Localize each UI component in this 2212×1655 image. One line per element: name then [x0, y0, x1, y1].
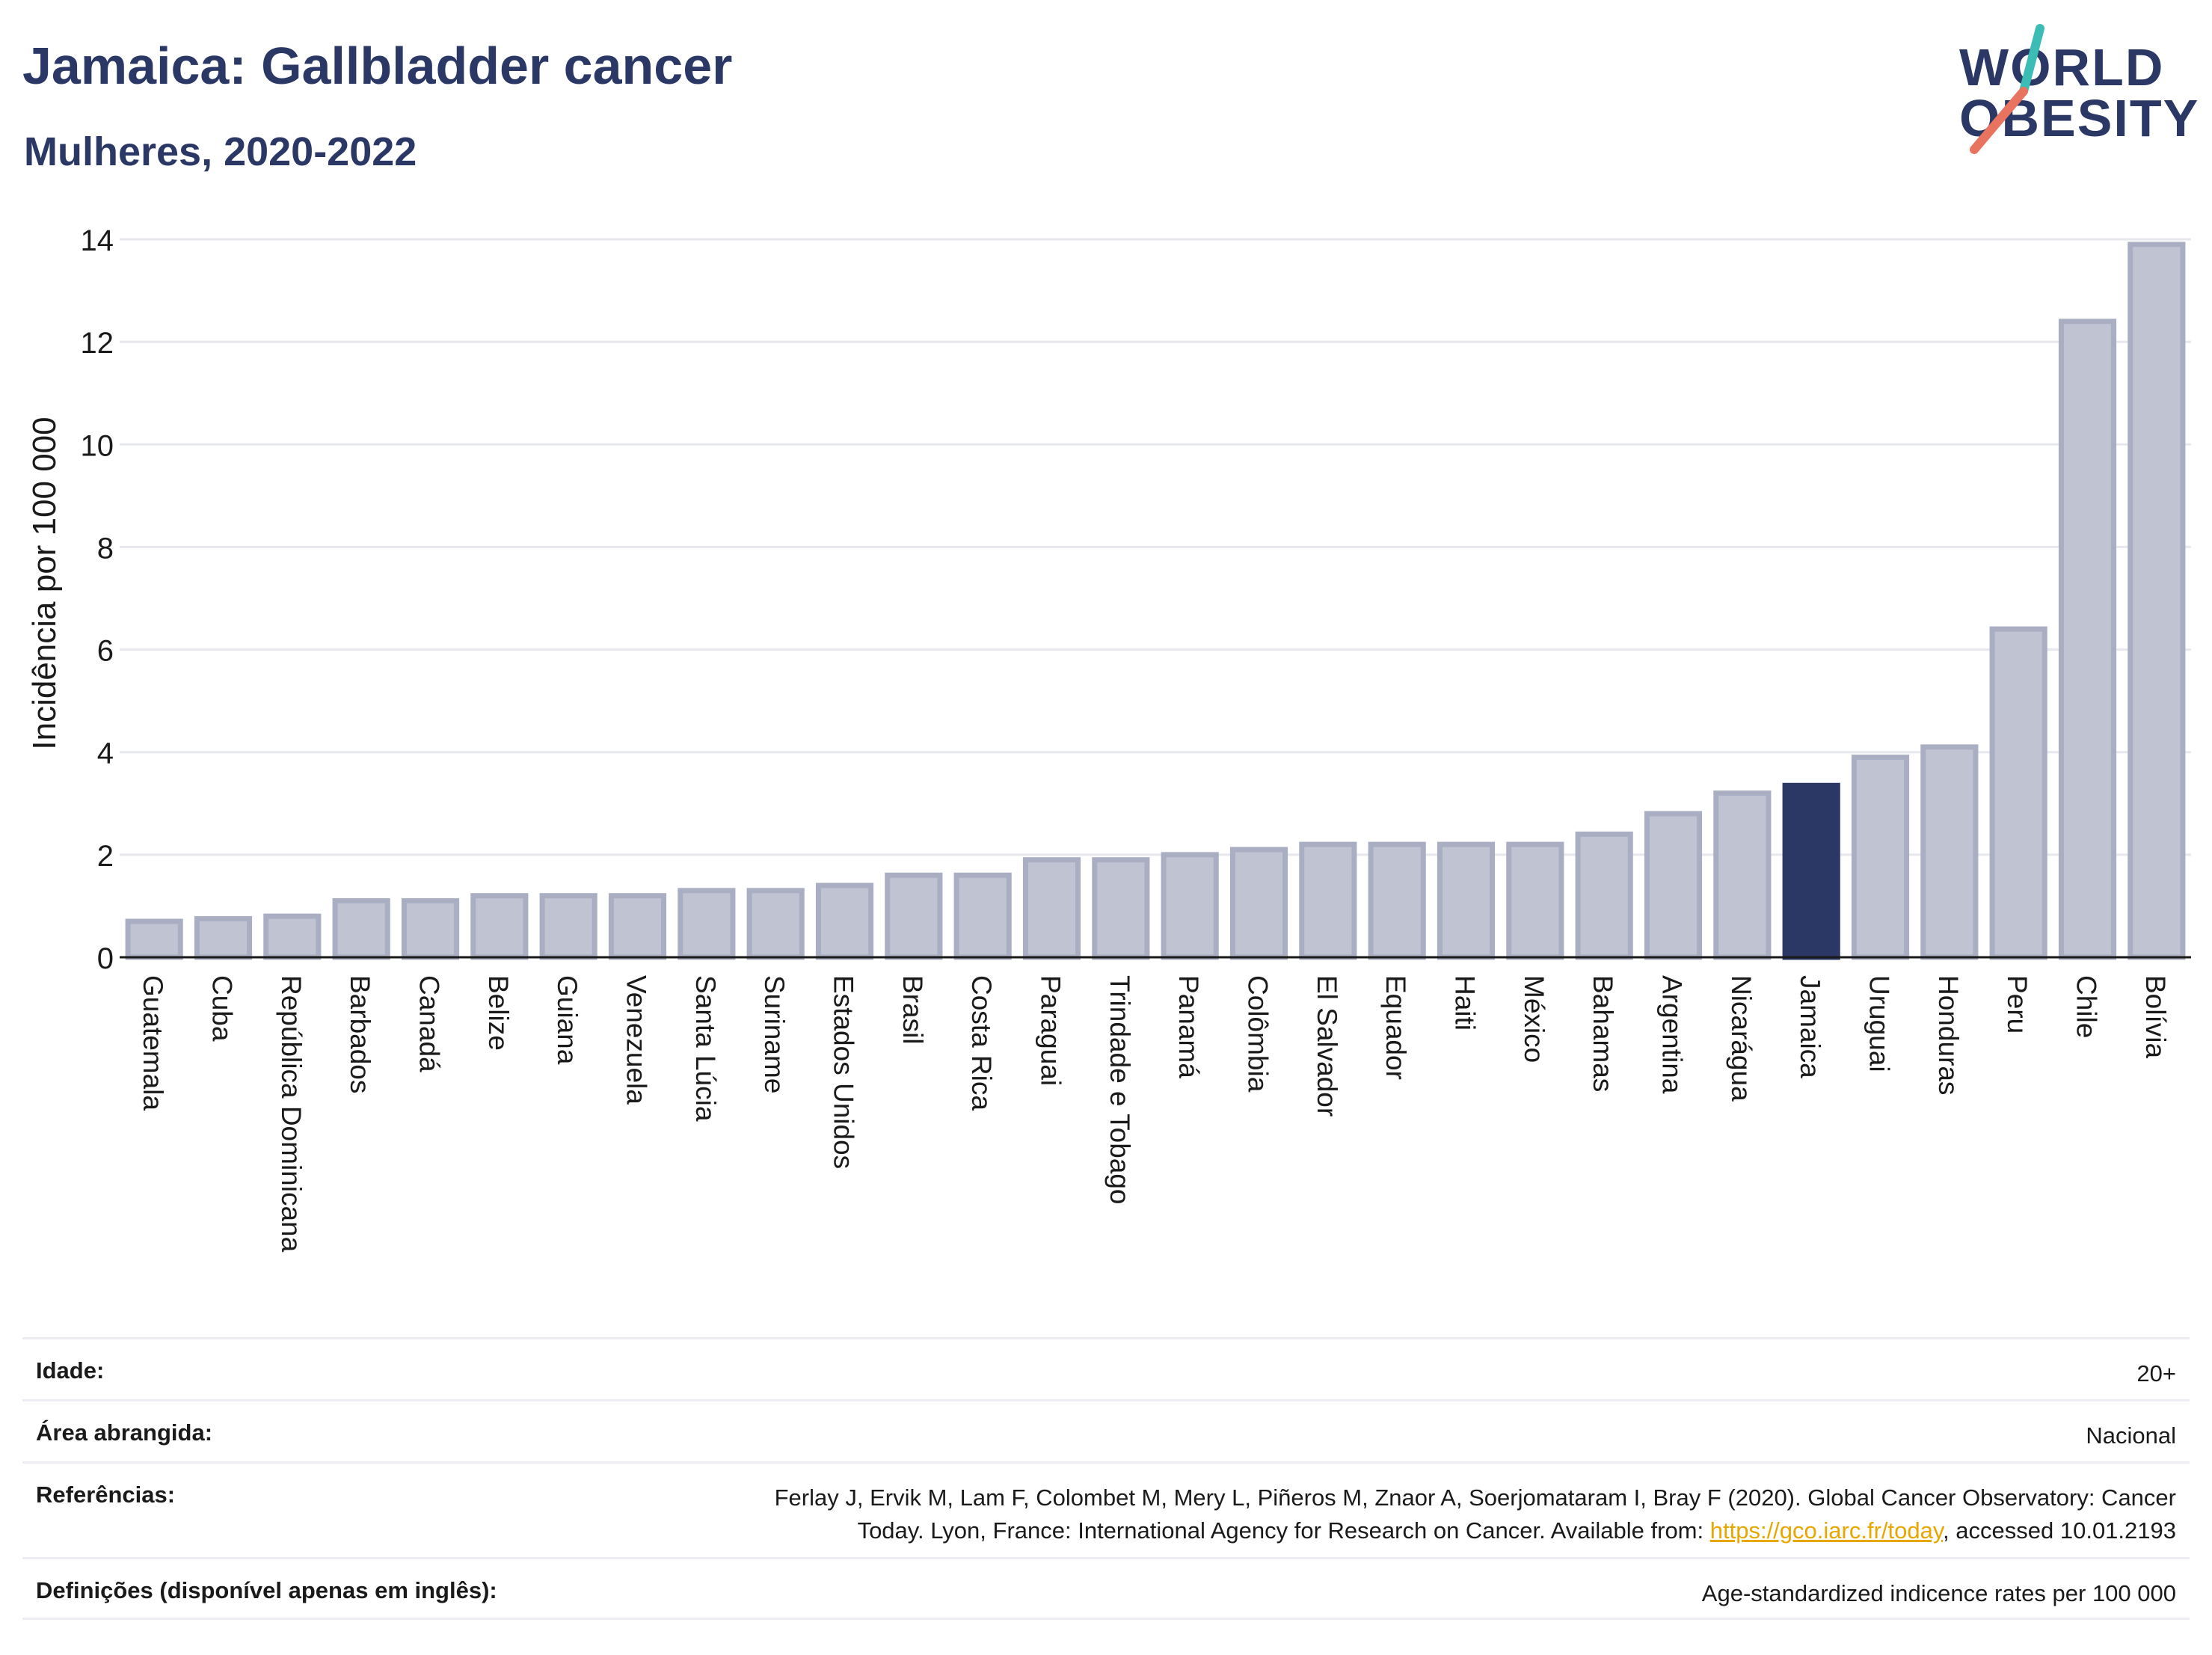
bar-nicarágua — [1713, 790, 1772, 960]
x-tick-label: Chile — [2071, 975, 2102, 1038]
x-tick-label: República Dominicana — [276, 975, 307, 1253]
x-tick-label: Jamaica — [1795, 975, 1825, 1078]
bar-el-salvador — [1299, 841, 1357, 960]
x-tick-label: Guiana — [552, 975, 583, 1065]
bar-guiana — [539, 893, 597, 960]
x-tick-label: El Salvador — [1312, 975, 1342, 1117]
y-tick-label: 6 — [97, 635, 114, 668]
info-table: Idade: 20+ Área abrangida: Nacional Refe… — [22, 1337, 2190, 1620]
x-tick-label: Colômbia — [1243, 975, 1274, 1093]
bar-república-dominicana — [263, 913, 322, 960]
y-tick-label: 14 — [81, 224, 114, 257]
bar-jamaica — [1782, 782, 1840, 960]
bar-bolívia — [2127, 242, 2186, 960]
page-subtitle: Mulheres, 2020-2022 — [24, 129, 417, 174]
x-tick-label: Belize — [483, 975, 514, 1051]
bar-uruguai — [1851, 755, 1910, 960]
x-tick-label: Bahamas — [1588, 975, 1618, 1092]
info-row-area: Área abrangida: Nacional — [22, 1399, 2190, 1461]
bar-bahamas — [1575, 831, 1633, 960]
bar-argentina — [1644, 811, 1703, 960]
x-tick-label: Guatemala — [138, 975, 168, 1111]
references-link[interactable]: https://gco.iarc.fr/today — [1709, 1517, 1944, 1544]
x-tick-label: Nicarágua — [1726, 975, 1757, 1102]
bar-panamá — [1161, 852, 1219, 960]
bar-venezuela — [608, 893, 667, 960]
bar-equador — [1368, 841, 1426, 960]
area-value: Nacional — [2086, 1422, 2176, 1449]
x-tick-label: Barbados — [345, 975, 375, 1093]
definitions-label: Definições (disponível apenas em inglês)… — [36, 1577, 497, 1603]
x-tick-label: Panamá — [1173, 975, 1204, 1078]
bar-costa-rica — [953, 872, 1012, 960]
bar-suriname — [746, 888, 805, 960]
x-tick-label: México — [1519, 975, 1549, 1063]
definitions-value: Age-standardized indicence rates per 100… — [1701, 1580, 2176, 1606]
bar-brasil — [885, 872, 943, 960]
x-tick-label: Bolívia — [2140, 975, 2171, 1058]
page-title: Jamaica: Gallbladder cancer — [22, 37, 733, 95]
y-tick-label: 10 — [81, 429, 114, 462]
info-row-age: Idade: 20+ — [22, 1337, 2190, 1399]
world-obesity-logo: WORLD OBESITY — [1944, 22, 2199, 165]
x-tick-label: Argentina — [1657, 975, 1688, 1094]
bar-estados-unidos — [815, 882, 874, 960]
y-tick-label: 4 — [97, 737, 114, 770]
bar-canadá — [401, 898, 460, 960]
age-value: 20+ — [2136, 1360, 2176, 1387]
x-tick-label: Haiti — [1450, 975, 1481, 1031]
x-tick-label: Brasil — [897, 975, 928, 1045]
x-tick-label: Peru — [2002, 975, 2033, 1034]
x-tick-label: Uruguai — [1864, 975, 1895, 1072]
bar-santa-lúcia — [678, 888, 736, 960]
bar-belize — [470, 893, 529, 960]
y-tick-label: 2 — [97, 840, 114, 873]
bar-cuba — [194, 916, 253, 960]
x-tick-label: Santa Lúcia — [690, 975, 721, 1122]
info-row-definitions: Definições (disponível apenas em inglês)… — [22, 1557, 2190, 1620]
area-label: Área abrangida: — [36, 1419, 213, 1446]
age-label: Idade: — [36, 1357, 105, 1384]
y-tick-label: 0 — [97, 942, 114, 975]
info-row-references: Referências: Ferlay J, Ervik M, Lam F, C… — [22, 1461, 2190, 1557]
x-tick-label: Paraguai — [1036, 975, 1066, 1086]
bar-chile — [2058, 319, 2117, 960]
y-tick-label: 12 — [81, 327, 114, 360]
x-tick-label: Costa Rica — [966, 975, 997, 1111]
logo-slash-icon — [1970, 24, 2044, 154]
references-value: Ferlay J, Ervik M, Lam F, Colombet M, Me… — [775, 1481, 2176, 1547]
bar-trindade-e-tobago — [1092, 857, 1150, 960]
bar-peru — [1989, 626, 2047, 960]
references-line-1: Ferlay J, Ervik M, Lam F, Colombet M, Me… — [774, 1484, 2176, 1511]
bar-haiti — [1437, 841, 1496, 960]
references-line-2a: Today. Lyon, France: International Agenc… — [857, 1517, 1710, 1544]
bar-barbados — [332, 898, 390, 960]
bar-colômbia — [1229, 847, 1288, 960]
bar-méxico — [1506, 841, 1564, 960]
x-tick-label: Venezuela — [621, 975, 652, 1105]
references-line-2b: , accessed 10.01.2193 — [1943, 1517, 2176, 1544]
x-tick-label: Canadá — [414, 975, 445, 1072]
x-tick-label: Estados Unidos — [829, 975, 859, 1169]
logo-line-1: WORLD — [1959, 38, 2165, 96]
x-tick-label: Suriname — [759, 975, 790, 1093]
bar-chart: 0 2 4 6 8 10 12 14 Guatemala Cuba República Domini… — [81, 224, 2191, 1253]
x-tick-label: Honduras — [1933, 975, 1964, 1095]
references-label: Referências: — [36, 1481, 176, 1508]
bar-paraguai — [1022, 857, 1081, 960]
x-tick-label: Cuba — [207, 975, 238, 1042]
bar-guatemala — [125, 918, 183, 960]
bar-honduras — [1920, 744, 1979, 960]
x-tick-label: Equador — [1380, 975, 1411, 1080]
y-tick-label: 8 — [97, 532, 114, 565]
x-tick-label: Trindade e Tobago — [1105, 975, 1135, 1205]
